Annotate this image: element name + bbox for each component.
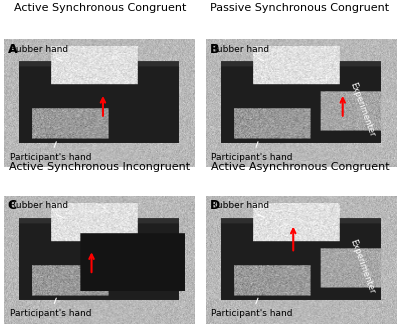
- Text: Participant's hand: Participant's hand: [10, 298, 91, 318]
- Text: Participant's hand: Participant's hand: [10, 142, 91, 162]
- Text: B: B: [210, 43, 219, 56]
- Text: Passive Synchronous Congruent: Passive Synchronous Congruent: [210, 3, 390, 13]
- Text: C: C: [8, 199, 17, 213]
- Text: Participant's hand: Participant's hand: [212, 142, 293, 162]
- Text: A: A: [8, 43, 18, 56]
- Text: Active Synchronous Incongruent: Active Synchronous Incongruent: [10, 162, 190, 172]
- Text: D: D: [210, 199, 220, 213]
- Text: Experimenter: Experimenter: [348, 81, 376, 138]
- Text: Active Asynchronous Congruent: Active Asynchronous Congruent: [211, 162, 389, 172]
- Text: Rubber hand: Rubber hand: [212, 201, 270, 217]
- Text: Rubber hand: Rubber hand: [10, 45, 68, 61]
- Text: Rubber hand: Rubber hand: [212, 45, 270, 61]
- Text: Active Synchronous Congruent: Active Synchronous Congruent: [14, 3, 186, 13]
- Text: Participant's hand: Participant's hand: [212, 298, 293, 318]
- Text: Rubber hand: Rubber hand: [10, 201, 68, 217]
- Text: Experimenter: Experimenter: [348, 237, 376, 295]
